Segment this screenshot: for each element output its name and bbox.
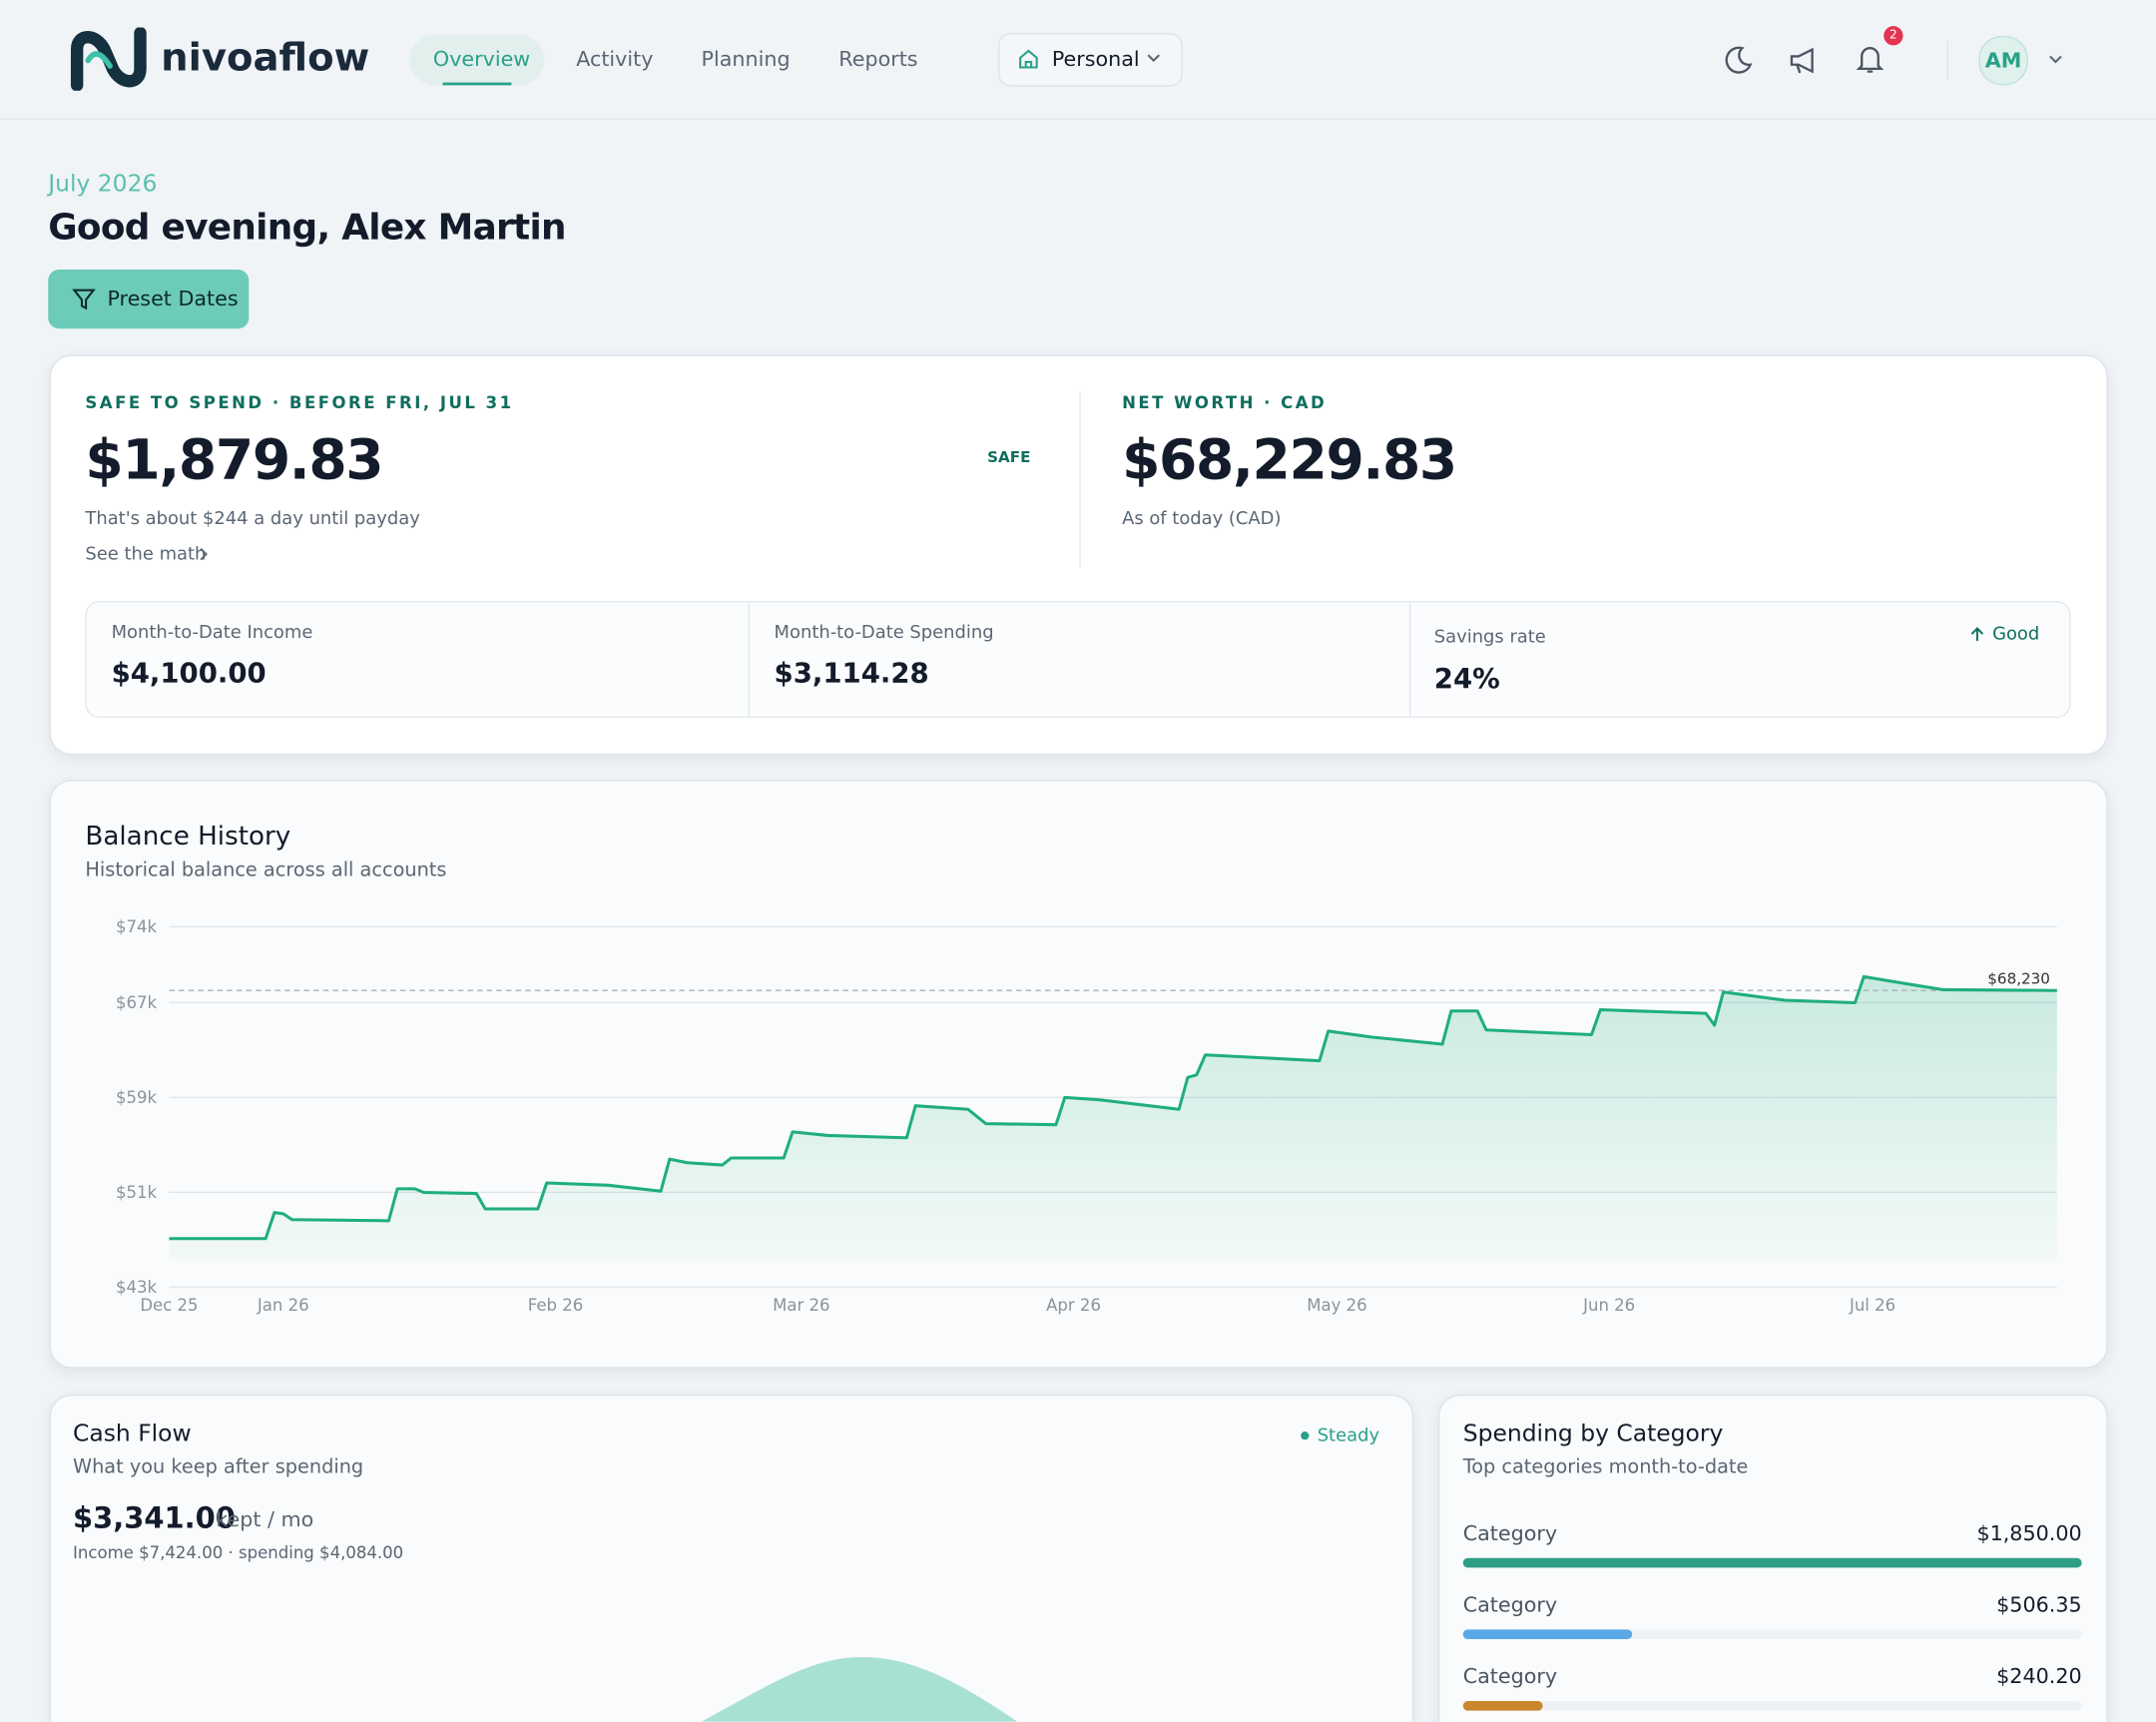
cashflow-curve: [701, 1656, 1018, 1722]
brand: nivoaflow: [161, 34, 370, 80]
logo[interactable]: [69, 27, 149, 91]
bar: [1462, 1557, 2082, 1568]
home-icon: [1019, 49, 1038, 69]
divider: [748, 602, 750, 717]
card-title: Balance History: [85, 821, 291, 852]
divider: [1408, 602, 1411, 717]
x-tick-label: Jan 26: [257, 1296, 309, 1315]
y-tick-label: $67k: [116, 993, 158, 1012]
x-tick-label: Dec 25: [140, 1296, 198, 1315]
net-amount: $68,229.83: [1122, 428, 1457, 493]
bar-track: [1462, 1629, 2082, 1640]
stats-box: [85, 600, 2071, 719]
nav-item[interactable]: Activity: [576, 46, 654, 72]
card-title: Spending by Category: [1462, 1421, 1724, 1448]
cashflow-card: [49, 1394, 1414, 1722]
period: July 2026: [48, 170, 158, 199]
y-tick-label: $51k: [116, 1183, 158, 1202]
see-math-link[interactable]: See the math: [85, 544, 207, 566]
y-tick-label: $74k: [116, 917, 158, 936]
bell-icon[interactable]: [1854, 43, 1886, 76]
cashflow-unit: kept / mo: [216, 1506, 314, 1532]
net-note: As of today (CAD): [1122, 508, 1282, 530]
stat-label: Month-to-Date Spending: [774, 623, 994, 644]
x-tick-label: Feb 26: [528, 1296, 584, 1315]
x-tick-label: Jul 26: [1849, 1296, 1895, 1315]
card-subtitle: What you keep after spending: [73, 1455, 364, 1478]
safe-note: That's about $244 a day until payday: [85, 508, 420, 530]
category-amount: $1,850.00: [1976, 1520, 2082, 1546]
greeting: Good evening, Alex Martin: [48, 208, 566, 250]
category-name: Category: [1462, 1592, 1558, 1617]
stat-value: 24%: [1433, 661, 1500, 695]
savings-badge: Good: [1992, 624, 2040, 646]
announce-icon[interactable]: [1788, 44, 1821, 77]
avatar[interactable]: AM: [1978, 35, 2028, 86]
bar: [1462, 1629, 1633, 1640]
net-label: NET WORTH · CAD: [1122, 392, 1328, 413]
chevron: [1147, 54, 1161, 63]
status-badge: Steady: [1317, 1426, 1380, 1447]
chevron: [2049, 55, 2062, 64]
category-amount: $506.35: [1996, 1592, 2082, 1617]
notification-badge: 2: [1884, 26, 1903, 46]
balance-chart: $43k $51k $59k $67k $74k Dec 25 Jan 26 Feb 26 Ma…: [116, 917, 2057, 1315]
card-title: Cash Flow: [73, 1421, 192, 1448]
bar: [1462, 1701, 1544, 1711]
card-subtitle: Top categories month-to-date: [1462, 1455, 1749, 1478]
reference-label: $68,230: [1987, 969, 2050, 987]
card-subtitle: Historical balance across all accounts: [85, 859, 447, 882]
line: [169, 974, 2057, 1241]
stat-label: Savings rate: [1433, 627, 1546, 648]
nav-item[interactable]: Planning: [701, 46, 791, 72]
cashflow-note: Income $7,424.00 · spending $4,084.00: [73, 1542, 404, 1562]
safe-badge: SAFE: [987, 448, 1031, 466]
category-amount: $240.20: [1996, 1663, 2082, 1689]
category-name: Category: [1462, 1520, 1558, 1546]
status-dot: [1301, 1432, 1310, 1440]
stat-value: $4,100.00: [111, 656, 267, 690]
nav-underline: [442, 82, 512, 86]
workspace-name: Personal: [1051, 46, 1140, 72]
balance-card: $43k $51k $59k $67k $74k Dec 25 Jan 26 Feb 26 Ma…: [49, 780, 2108, 1369]
x-tick-label: Mar 26: [773, 1296, 829, 1315]
category-name: Category: [1462, 1663, 1558, 1689]
theme-icon[interactable]: [1722, 44, 1755, 77]
divider: [1079, 391, 1081, 568]
nav-active-bg: [409, 34, 545, 86]
x-tick-label: May 26: [1307, 1296, 1366, 1315]
x-tick-label: Apr 26: [1046, 1296, 1101, 1315]
nav-item[interactable]: Overview: [432, 46, 531, 72]
y-tick-label: $43k: [116, 1278, 158, 1297]
filter-icon: [72, 288, 96, 310]
divider: [1946, 41, 1948, 80]
nav-item[interactable]: Reports: [838, 46, 918, 72]
chevron: [200, 547, 208, 561]
stat-value: $3,114.28: [774, 656, 929, 690]
x-tick-label: Jun 26: [1582, 1296, 1635, 1315]
up-arrow: [1970, 627, 1984, 641]
safe-label: SAFE TO SPEND · BEFORE FRI, JUL 31: [85, 392, 514, 413]
safe-amount: $1,879.83: [85, 428, 383, 493]
button-label: Preset Dates: [107, 286, 239, 311]
y-tick-label: $59k: [116, 1088, 158, 1107]
cashflow-amount: $3,341.00: [73, 1501, 236, 1535]
bar-track: [1462, 1701, 2082, 1711]
area: [169, 976, 2057, 1260]
stat-label: Month-to-Date Income: [111, 623, 313, 644]
